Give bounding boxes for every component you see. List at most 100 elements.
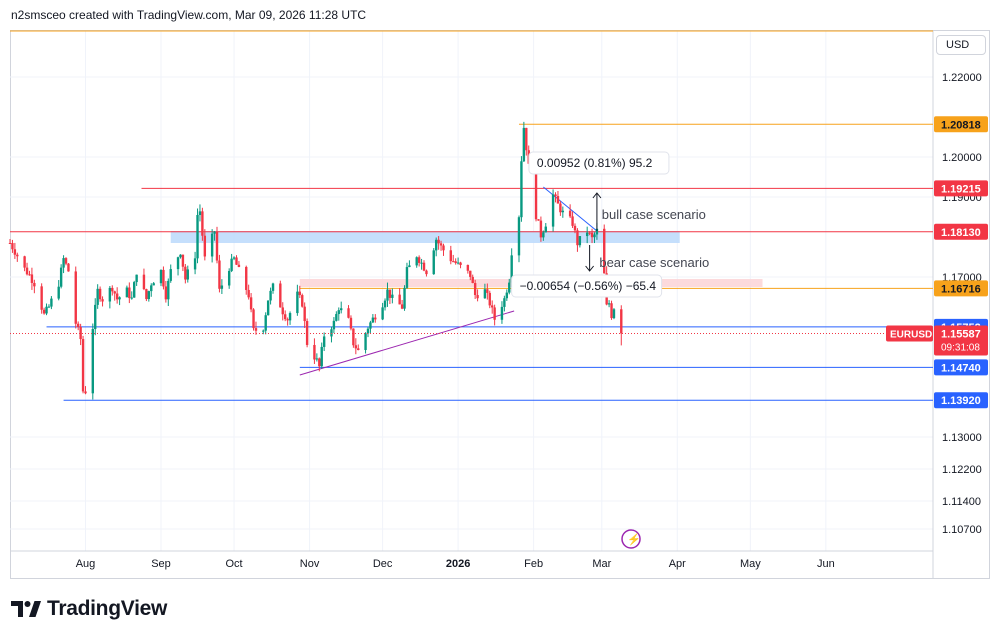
candle-body xyxy=(332,320,336,330)
candle-body xyxy=(561,210,565,213)
candle-body xyxy=(79,326,82,340)
candle-body xyxy=(398,294,401,305)
candle-body xyxy=(405,267,409,288)
candle-body xyxy=(232,257,236,259)
candle-body xyxy=(525,127,528,151)
candle-body xyxy=(159,269,163,284)
candle-body xyxy=(186,269,189,280)
x-axis-tick-label: Oct xyxy=(225,558,242,570)
candle-body xyxy=(403,287,406,309)
candle-body xyxy=(476,295,479,299)
candle-body xyxy=(400,304,404,309)
x-axis-tick-label: Dec xyxy=(373,558,393,570)
candle-body xyxy=(417,257,421,263)
price-level-tag xyxy=(934,180,988,197)
candle-body xyxy=(108,287,112,302)
candle-body xyxy=(388,289,392,298)
candle-body xyxy=(298,291,302,296)
candle-body xyxy=(283,314,287,320)
candle-body xyxy=(539,220,543,238)
candle-body xyxy=(254,328,258,331)
candle-body xyxy=(366,328,370,334)
candle-body xyxy=(381,307,384,320)
x-axis-tick-label: Apr xyxy=(669,558,686,570)
candle-body xyxy=(369,322,372,329)
x-axis-tick-label: Nov xyxy=(300,558,320,570)
candle-body xyxy=(595,228,599,235)
candle-body xyxy=(354,345,358,349)
current-price-tag-label: 1.15587 xyxy=(941,329,981,341)
current-price-tag xyxy=(934,325,988,356)
candle-body xyxy=(303,306,306,322)
symbol-tag xyxy=(886,325,933,342)
candle-body xyxy=(374,317,377,320)
candle-body xyxy=(520,161,523,218)
candle-body xyxy=(179,254,182,258)
candle-body xyxy=(349,317,353,329)
candle-body xyxy=(281,307,284,315)
candle-body xyxy=(101,299,104,302)
chart-attribution: n2smsceo created with TradingView.com, M… xyxy=(11,8,367,22)
candle-body xyxy=(347,308,350,318)
candle-body xyxy=(510,255,513,283)
candle-body xyxy=(503,298,506,307)
candle-body xyxy=(593,234,596,238)
candle-body xyxy=(264,315,267,331)
candle-body xyxy=(313,344,316,360)
candle-body xyxy=(262,330,265,332)
candle-body xyxy=(23,256,26,268)
candle-body xyxy=(576,230,579,246)
candle-body xyxy=(483,289,487,299)
candle-body xyxy=(578,236,582,246)
tradingview-logo-icon xyxy=(11,601,41,617)
tradingview-brand[interactable]: TradingView xyxy=(11,597,167,621)
price-level-tag-label: 1.20818 xyxy=(941,119,981,131)
candle-body xyxy=(488,292,491,306)
currency-selector[interactable]: USD xyxy=(936,35,986,55)
candle-body xyxy=(150,285,153,292)
candle-body xyxy=(357,348,360,350)
candle-body xyxy=(620,309,623,334)
candle-body xyxy=(559,203,562,213)
y-axis-tick-label: 1.13000 xyxy=(942,432,982,444)
candle-body xyxy=(505,292,509,299)
candle-body xyxy=(201,211,204,236)
measure-arrowhead xyxy=(592,192,602,199)
candle-body xyxy=(57,286,60,299)
candle-body xyxy=(612,309,616,319)
candle-body xyxy=(64,258,68,264)
price-level-tag xyxy=(934,359,988,376)
candle-body xyxy=(537,219,540,221)
candle-body xyxy=(237,264,241,267)
candle-body xyxy=(371,317,375,323)
candle-body xyxy=(84,391,87,394)
candle-body xyxy=(215,231,219,261)
candle-body xyxy=(203,235,207,257)
candle-body xyxy=(420,262,423,264)
candle-body xyxy=(568,210,572,217)
candle-body xyxy=(235,257,238,265)
candle-body xyxy=(422,262,426,271)
candle-body xyxy=(252,309,255,329)
candle-body xyxy=(45,306,48,314)
candle-body xyxy=(573,225,577,231)
price-level-tag-label: 1.14740 xyxy=(941,362,981,374)
measure-label: −0.00654 (−0.56%) −65.4 xyxy=(520,279,657,293)
candle-body xyxy=(16,254,19,257)
candle-body xyxy=(266,300,270,316)
trendline xyxy=(299,310,515,376)
candle-body xyxy=(130,297,133,299)
candle-body xyxy=(247,289,250,298)
candle-body xyxy=(491,305,494,308)
candle-body xyxy=(113,291,116,294)
candle-body xyxy=(322,336,326,347)
candle-body xyxy=(432,250,435,275)
candle-body xyxy=(227,270,231,286)
candle-body xyxy=(96,288,99,305)
x-axis-tick-label: 2026 xyxy=(446,558,470,570)
candle-body xyxy=(47,306,51,308)
candle-body xyxy=(210,233,214,257)
y-axis-tick-label: 1.10700 xyxy=(942,524,982,536)
candle-body xyxy=(610,303,613,319)
